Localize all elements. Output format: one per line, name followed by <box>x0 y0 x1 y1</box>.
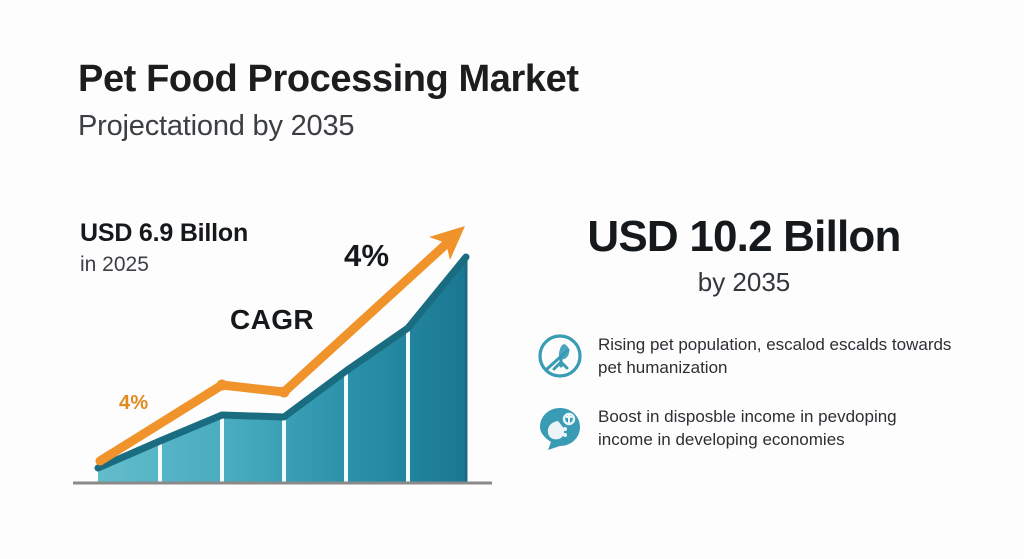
page-title: Pet Food Processing Market <box>78 58 579 100</box>
drivers-list: Rising pet population, escalod escalds t… <box>534 328 954 472</box>
list-item: Rising pet population, escalod escalds t… <box>534 328 954 382</box>
chart-bar-dividers <box>158 257 410 482</box>
start-value-year: in 2025 <box>80 252 149 276</box>
header: Pet Food Processing Market Projectationd… <box>78 58 838 143</box>
end-value-stat: USD 10.2 Billon by 2035 <box>534 212 954 298</box>
pet-paw-circle-icon <box>534 330 586 382</box>
end-value-amount: USD 10.2 Billon <box>587 212 901 261</box>
disposable-income-coin-icon <box>534 402 586 454</box>
trend-arrow-head <box>429 226 465 260</box>
chart-area-stroke <box>94 253 470 472</box>
end-value-year: by 2035 <box>697 267 791 298</box>
cagr-percent-large: 4% <box>344 238 390 273</box>
list-item-label: Boost in disposble income in pevdoping i… <box>598 407 897 449</box>
page-subtitle: Projectationd by 2035 <box>78 109 355 142</box>
cagr-percent-small: 4% <box>119 392 149 414</box>
start-value-amount: USD 6.9 Billon <box>80 219 249 247</box>
list-item-label: Rising pet population, escalod escalds t… <box>598 335 952 377</box>
cagr-label: CAGR <box>230 304 315 335</box>
chart-area-fill <box>98 257 466 482</box>
start-value-stat: USD 6.9 Billon in 2025 <box>80 219 380 277</box>
list-item: Boost in disposble income in pevdoping i… <box>534 400 954 454</box>
